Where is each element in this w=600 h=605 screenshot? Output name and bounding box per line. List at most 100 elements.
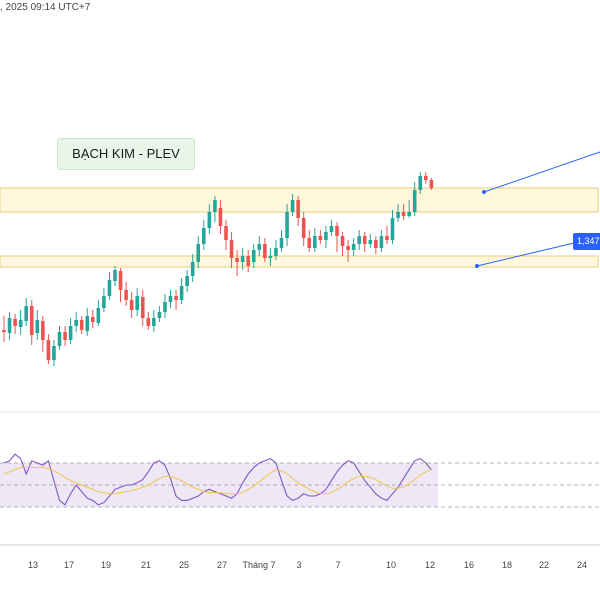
trendline-lower [476,242,575,267]
candle-body [174,296,178,300]
candle-body [41,321,45,340]
candle-body [424,176,428,180]
x-tick-label: 19 [101,560,111,570]
chart-annotation-title[interactable]: BẠCH KIM - PLEV [57,138,195,170]
candle-body [301,218,306,238]
candle-body [335,226,339,236]
candle-body [202,228,206,244]
candle-body [74,320,78,326]
candle-body [362,236,367,244]
candle-body [124,290,128,300]
candle-body [257,244,262,250]
candle-body [168,296,173,302]
candle-body [157,312,162,318]
candle-body [207,212,212,228]
candle-body [152,318,156,326]
candle-body [135,296,139,310]
candle-body [113,270,117,281]
candle-body [251,250,256,262]
candle-body [374,240,378,248]
candle-body [268,256,273,258]
candle-body [107,280,112,296]
candle-body [396,212,400,218]
x-tick-label: 16 [464,560,474,570]
candle-body [351,244,356,250]
candle-body [91,317,95,322]
candle-body [296,200,300,218]
candle-body [79,320,84,330]
rsi_ma-line [3,466,432,495]
candle-body [140,297,145,318]
candle-body [63,332,67,340]
candle-body [185,276,189,286]
candle-body [102,296,106,308]
candle-body [196,244,201,262]
candle-body [263,244,267,258]
trendline-lower-anchor [475,264,479,268]
candle-body [57,332,62,346]
x-tick-label: 3 [296,560,301,570]
x-tick-label: 22 [539,560,549,570]
candle-body [407,212,411,216]
candle-body [46,340,51,360]
candle-body [357,236,361,244]
candle-body [13,319,17,326]
candle-body [163,302,167,312]
candle-body [340,236,345,246]
candle-body [368,240,373,244]
candle-body [2,330,6,332]
candle-body [329,226,334,232]
candle-body [307,238,312,248]
candle-body [85,316,90,331]
candle-body [35,320,40,333]
candle-body [240,256,245,262]
trendline-upper-anchor [482,190,486,194]
candle-body [118,271,123,290]
candle-body [235,258,239,262]
candle-body [146,318,151,326]
price-label-tag[interactable]: 1,347 [573,233,600,250]
candle-body [385,236,389,240]
candle-body [324,232,328,240]
candle-body [318,236,323,240]
candle-body [18,320,23,327]
candle-body [390,218,395,240]
candle-body [190,262,195,276]
candle-body [418,176,423,190]
candle-body [346,246,350,250]
x-tick-label: 25 [179,560,189,570]
x-tick-label: 24 [577,560,587,570]
candle-body [129,300,134,310]
x-tick-label: 17 [64,560,74,570]
candle-body [213,200,217,212]
x-tick-label: 21 [141,560,151,570]
candle-body [313,236,317,248]
trendline-upper [483,151,600,193]
x-tick-label: Tháng 7 [242,560,275,570]
candle-body [179,286,184,300]
candle-body [279,238,284,248]
candle-body [285,212,289,238]
candle-body [412,190,417,212]
candle-body [246,256,250,266]
x-tick-label: 27 [217,560,227,570]
candle-body [218,208,223,226]
candle-body [29,306,34,335]
x-tick-label: 13 [28,560,38,570]
x-tick-label: 7 [335,560,340,570]
x-tick-label: 10 [386,560,396,570]
x-tick-label: 12 [425,560,435,570]
candle-body [7,318,12,333]
candle-body [229,240,234,258]
support-zone-2 [0,255,599,268]
chart-header-timestamp: , 2025 09:14 UTC+7 [0,2,91,13]
candle-body [274,248,278,256]
candle-body [290,200,295,212]
candle-body [24,306,28,321]
candle-body [52,346,56,360]
candle-body [96,308,101,323]
candle-body [379,236,384,248]
candle-body [68,326,73,340]
